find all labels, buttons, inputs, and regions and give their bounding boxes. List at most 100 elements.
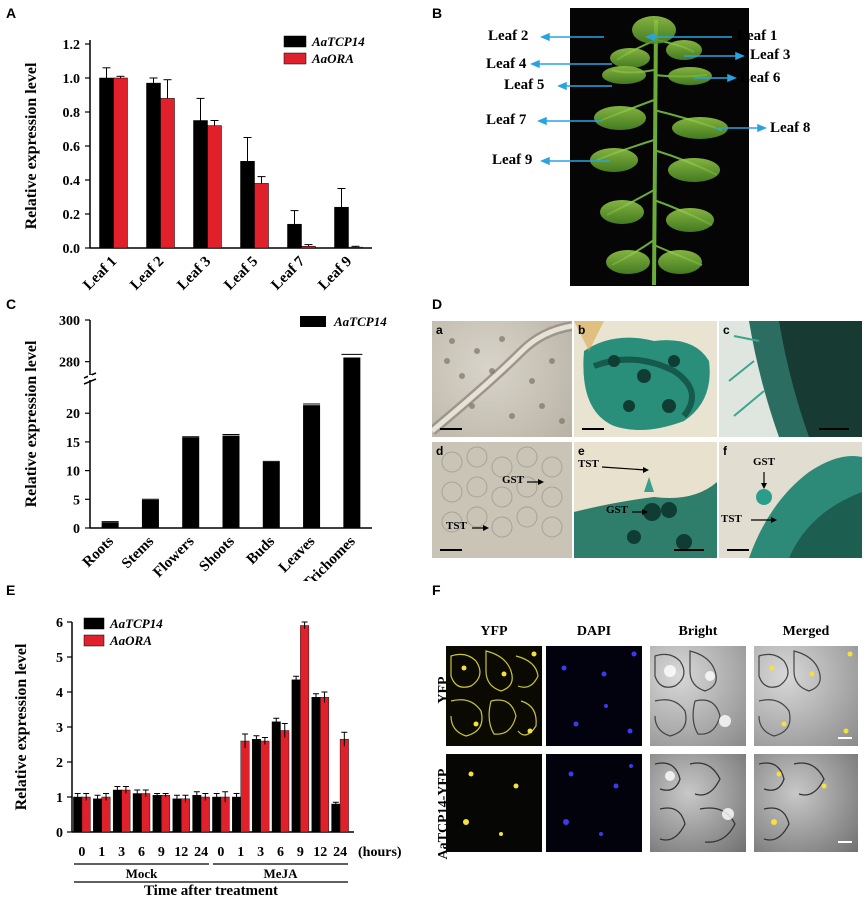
bar <box>251 739 261 833</box>
x-tick-label: Flowers <box>150 533 197 580</box>
image-aatcp14-yfp <box>446 754 542 852</box>
x-tick-label: 12 <box>313 845 327 860</box>
bar <box>141 793 151 833</box>
y-tick-label: 300 <box>59 314 80 329</box>
leaf-label-5: Leaf 5 <box>504 77 545 93</box>
y-tick-label: 0 <box>73 522 80 537</box>
bar <box>73 796 83 833</box>
bar <box>291 679 301 833</box>
bar <box>348 246 363 249</box>
axis-break <box>83 378 97 385</box>
bar <box>207 125 222 249</box>
y-tick-label: 0.4 <box>63 174 81 189</box>
bar <box>200 796 210 833</box>
bar <box>232 796 241 833</box>
leaf-label-4: Leaf 4 <box>486 56 527 72</box>
x-tick-label: Leaf 7 <box>268 253 308 293</box>
x-tick-label: 3 <box>257 845 264 860</box>
col-label-yfp: YFP <box>480 624 508 639</box>
sublabel-a: a <box>436 323 443 337</box>
y-axis-label: Relative expression level <box>23 340 40 507</box>
axis-break-gap <box>88 375 92 380</box>
bar <box>343 357 361 528</box>
bar <box>240 740 250 833</box>
y-tick-label: 4 <box>56 686 63 701</box>
bar <box>212 796 222 833</box>
annotation-d-tst: TST <box>446 520 467 532</box>
bar <box>240 161 255 249</box>
y-axis-label: Relative expression level <box>23 62 40 229</box>
y-tick-label: 15 <box>66 436 80 451</box>
panel-b-figure: Leaf 2 Leaf 4 Leaf 5 Leaf 7 Leaf 9 Leaf … <box>432 0 865 295</box>
bar <box>132 793 142 833</box>
x-tick-label: 1 <box>237 845 244 860</box>
panel-letter-a: A <box>6 5 17 21</box>
bar <box>121 789 131 833</box>
bar <box>222 435 240 528</box>
group-label-mock: Mock <box>126 866 159 881</box>
bar <box>182 437 200 528</box>
x-tick-label: 3 <box>118 845 125 860</box>
sublabel-e: e <box>578 444 585 458</box>
x-tick-label: 1 <box>98 845 105 860</box>
bar <box>287 223 302 249</box>
y-tick-label: 0.0 <box>63 242 81 257</box>
bar <box>141 499 159 528</box>
x-tick-label: 24 <box>333 845 347 860</box>
col-label-dapi: DAPI <box>576 624 612 639</box>
bar <box>101 522 119 528</box>
annotation-d-gst: GST <box>502 474 525 486</box>
legend-swatch <box>300 316 326 327</box>
bar <box>146 82 161 249</box>
x-tick-label: Leaf 9 <box>315 254 355 294</box>
bar <box>81 796 91 833</box>
annotation-e-tst: TST <box>578 458 599 470</box>
micrograph-a: a <box>432 321 572 437</box>
bar <box>311 697 321 833</box>
image-aatcp14-bright <box>650 754 746 852</box>
y-axis-label: Relative expression level <box>13 643 30 810</box>
sublabel-b: b <box>578 323 586 337</box>
x-tick-label: 9 <box>297 845 304 860</box>
leaf-label-9: Leaf 9 <box>492 152 533 168</box>
x-tick-label: 12 <box>174 845 188 860</box>
panel-letter-d: D <box>432 296 443 312</box>
bar <box>280 730 290 833</box>
y-tick-label: 280 <box>59 356 80 371</box>
bar <box>339 739 349 833</box>
y-tick-label: 0.8 <box>63 106 81 121</box>
image-yfp-yfp <box>446 646 542 746</box>
image-aatcp14-merged <box>754 754 858 852</box>
image-aatcp14-dapi <box>546 754 642 852</box>
panel-letter-f: F <box>432 582 441 598</box>
bar <box>112 789 122 833</box>
image-yfp-dapi <box>546 646 642 746</box>
y-tick-label: 1.2 <box>63 38 81 53</box>
bar <box>254 183 269 249</box>
sublabel-d: d <box>436 444 444 458</box>
legend-label: AaORA <box>311 51 354 66</box>
leaf-label-3: Leaf 3 <box>750 47 791 63</box>
legend-swatch <box>83 617 105 630</box>
leaf-label-6: Leaf 6 <box>740 70 781 86</box>
bar <box>160 98 175 249</box>
leaf-label-2: Leaf 2 <box>488 28 529 44</box>
bar <box>303 405 321 528</box>
legend-swatch <box>283 35 307 48</box>
micrograph-c: c <box>719 321 862 437</box>
col-label-merged: Merged <box>782 624 830 639</box>
x-tick-label: 6 <box>277 845 284 860</box>
image-yfp-bright <box>650 646 746 746</box>
y-tick-label: 20 <box>66 407 80 422</box>
y-tick-label: 6 <box>56 616 63 631</box>
x-tick-label: Leaf 2 <box>127 254 167 294</box>
micrograph-d: d GST TST <box>432 442 572 558</box>
y-tick-label: 5 <box>56 651 63 666</box>
panel-d-figure: a b c <box>432 296 865 581</box>
x-tick-label: Buds <box>244 533 278 567</box>
x-tick-label: Leaf 5 <box>221 254 261 294</box>
y-tick-label: 10 <box>66 465 80 480</box>
y-tick-label: 0.6 <box>63 140 81 155</box>
plant-photo <box>570 8 749 286</box>
